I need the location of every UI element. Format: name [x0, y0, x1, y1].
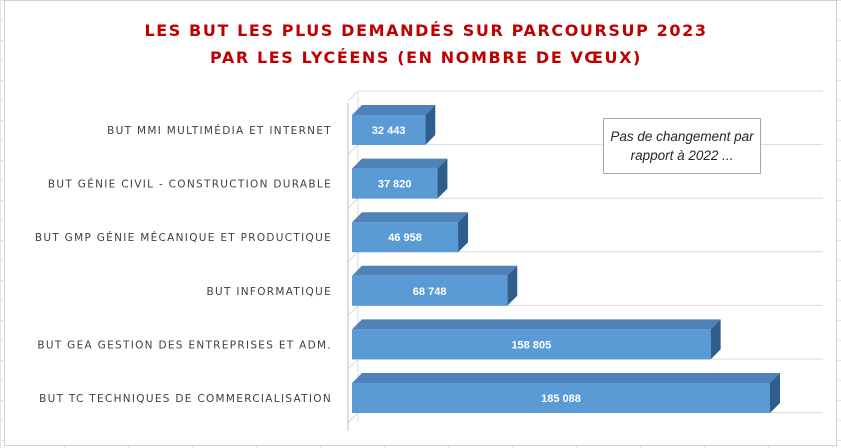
category-label: BUT GEA GESTION DES ENTREPRISES ET ADM. — [37, 339, 332, 351]
bar — [352, 115, 426, 145]
data-label: 185 088 — [541, 393, 581, 405]
bar — [352, 168, 438, 199]
category-label: BUT MMI MULTIMÉDIA ET INTERNET — [107, 124, 332, 137]
category-label: BUT GMP GÉNIE MÉCANIQUE ET PRODUCTIQUE — [35, 231, 332, 244]
gridline-diag — [347, 412, 359, 423]
bar-side-face — [425, 105, 436, 145]
category-label: BUT GÉNIE CIVIL - CONSTRUCTION DURABLE — [48, 178, 332, 191]
gridline-diag — [347, 90, 359, 102]
data-label: 37 820 — [378, 179, 412, 191]
bar — [352, 222, 459, 253]
gridline-diag — [347, 144, 359, 155]
bar-top-face — [352, 158, 448, 169]
data-label: 68 748 — [413, 286, 447, 298]
data-label: 158 805 — [511, 339, 551, 351]
bar-top-face — [352, 212, 469, 223]
annotation-textbox[interactable]: Pas de changement par rapport à 2022 ... — [603, 118, 761, 174]
bar-top-face — [352, 265, 518, 276]
chart-title-line-2: PAR LES LYCÉENS (EN NOMBRE DE VŒUX) — [210, 48, 642, 67]
bar — [352, 329, 711, 360]
chart-title: LES BUT LES PLUS DEMANDÉS SUR PARCOURSUP… — [144, 21, 707, 67]
bar — [352, 383, 770, 413]
gridline-diag — [347, 251, 359, 263]
bar-side-face — [710, 319, 721, 360]
data-label: 32 443 — [372, 125, 406, 137]
bar-top-face — [352, 105, 436, 115]
bar-side-face — [437, 158, 448, 199]
gridline-diag — [347, 358, 359, 370]
chart-svg: LES BUT LES PLUS DEMANDÉS SUR PARCOURSUP… — [35, 21, 823, 431]
bar-top-face — [352, 319, 721, 330]
gridline-diag — [347, 305, 359, 316]
bar-side-face — [507, 265, 518, 306]
bar — [352, 275, 508, 306]
bar-side-face — [458, 212, 469, 253]
annotation-text: Pas de changement par rapport à 2022 ... — [610, 129, 754, 163]
data-label: 46 958 — [388, 232, 422, 244]
gridline-diag — [347, 197, 359, 209]
chart-area[interactable]: LES BUT LES PLUS DEMANDÉS SUR PARCOURSUP… — [4, 0, 837, 446]
category-label: BUT TC TECHNIQUES DE COMMERCIALISATION — [39, 393, 332, 405]
plot-area: BUT MMI MULTIMÉDIA ET INTERNET 32 443 BUT … — [35, 90, 823, 431]
category-label: BUT INFORMATIQUE — [206, 286, 332, 298]
bar-top-face — [352, 373, 780, 383]
chart-title-line-1: LES BUT LES PLUS DEMANDÉS SUR PARCOURSUP… — [144, 21, 707, 40]
bar-side-face — [770, 373, 780, 413]
